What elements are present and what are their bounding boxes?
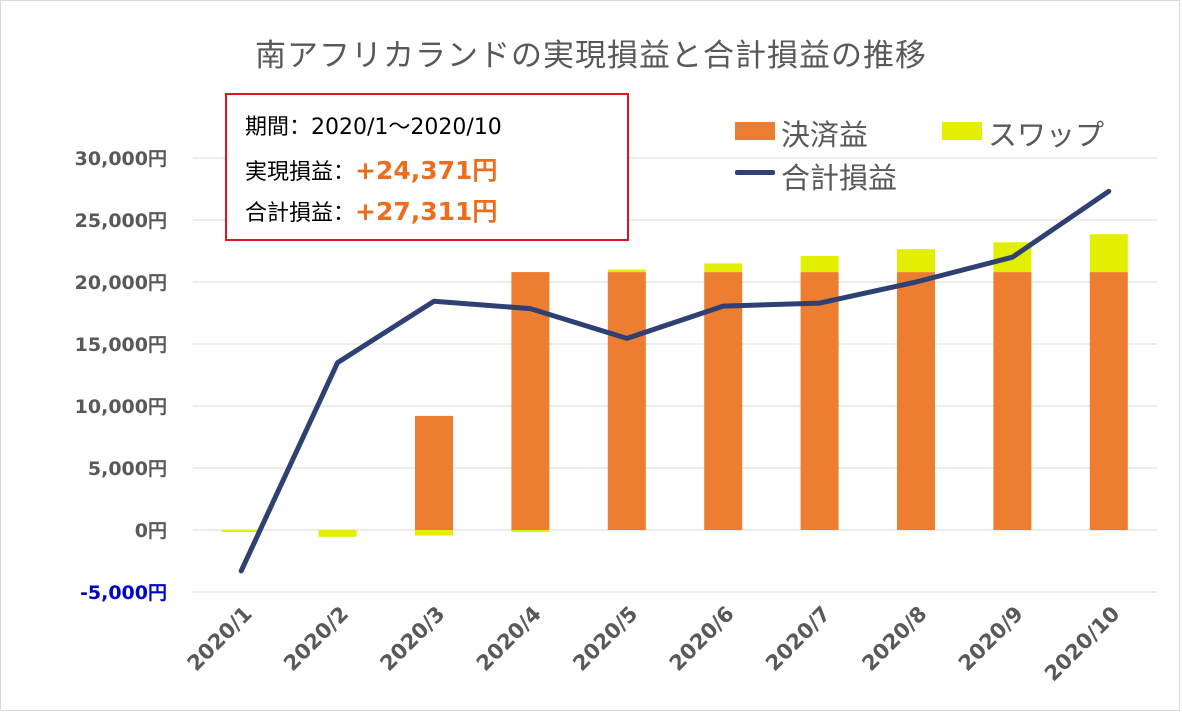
realized-row: 実現損益：+24,371円	[245, 151, 497, 187]
x-tick-label: 2020/7	[761, 602, 835, 676]
chart-title: 南アフリカランドの実現損益と合計損益の推移	[255, 38, 927, 74]
legend-swatch-settlement	[735, 122, 775, 140]
bar-settlement	[800, 272, 839, 530]
y-tick-label: 25,000円	[75, 210, 167, 232]
y-tick-label: -5,000円	[80, 582, 167, 604]
x-tick-label: 2020/4	[472, 602, 546, 676]
bar-settlement	[704, 272, 743, 530]
legend-label-swap: スワップ	[988, 118, 1105, 152]
y-tick-label: 20,000円	[75, 272, 167, 294]
y-tick-label: 0円	[135, 520, 167, 542]
total-label: 合計損益：	[245, 201, 356, 226]
bar-swap	[897, 249, 935, 273]
total-value: +27,311円	[355, 197, 498, 226]
bar-settlement	[415, 415, 453, 530]
x-tick-label: 2020/9	[954, 602, 1028, 676]
bar-swap	[704, 263, 743, 273]
period-label: 期間：	[245, 115, 312, 140]
bar-settlement	[897, 272, 935, 530]
total-line	[238, 188, 1112, 574]
x-tick-label: 2020/6	[665, 602, 739, 676]
total-row: 合計損益：+27,311円	[245, 192, 497, 228]
x-tick-label: 2020/1	[183, 602, 257, 676]
bar-swap	[415, 530, 453, 536]
legend-swatch-total	[735, 170, 775, 175]
bar-settlement	[1089, 272, 1128, 530]
period-value: 2020/1～2020/10	[311, 115, 502, 140]
bar-swap	[607, 269, 646, 273]
x-tick-label: 2020/10	[1040, 602, 1124, 686]
bar-swap	[800, 255, 839, 273]
bar-swap	[222, 530, 261, 532]
legend-label-total: 合計損益	[781, 161, 898, 195]
bar-swap	[318, 530, 357, 537]
bar-swap	[1089, 234, 1128, 273]
x-tick-label: 2020/5	[568, 602, 642, 676]
x-tick-label: 2020/8	[857, 602, 931, 676]
legend-label-settlement: 決済益	[781, 118, 869, 152]
bar-settlement	[607, 272, 646, 530]
y-tick-label: 10,000円	[75, 396, 167, 418]
y-tick-label: 5,000円	[88, 458, 167, 480]
bar-settlement	[993, 272, 1032, 530]
period-row: 期間：2020/1～2020/10	[245, 109, 502, 141]
realized-label: 実現損益：	[245, 160, 356, 185]
legend-swatch-swap	[942, 122, 982, 140]
y-tick-label: 15,000円	[75, 334, 167, 356]
bar-swap	[511, 530, 550, 532]
y-tick-label: 30,000円	[75, 148, 167, 170]
realized-value: +24,371円	[355, 156, 498, 185]
x-tick-label: 2020/2	[279, 602, 353, 676]
x-tick-label: 2020/3	[375, 602, 449, 676]
summary-box: 期間：2020/1～2020/10 実現損益：+24,371円 合計損益：+27…	[225, 93, 629, 241]
